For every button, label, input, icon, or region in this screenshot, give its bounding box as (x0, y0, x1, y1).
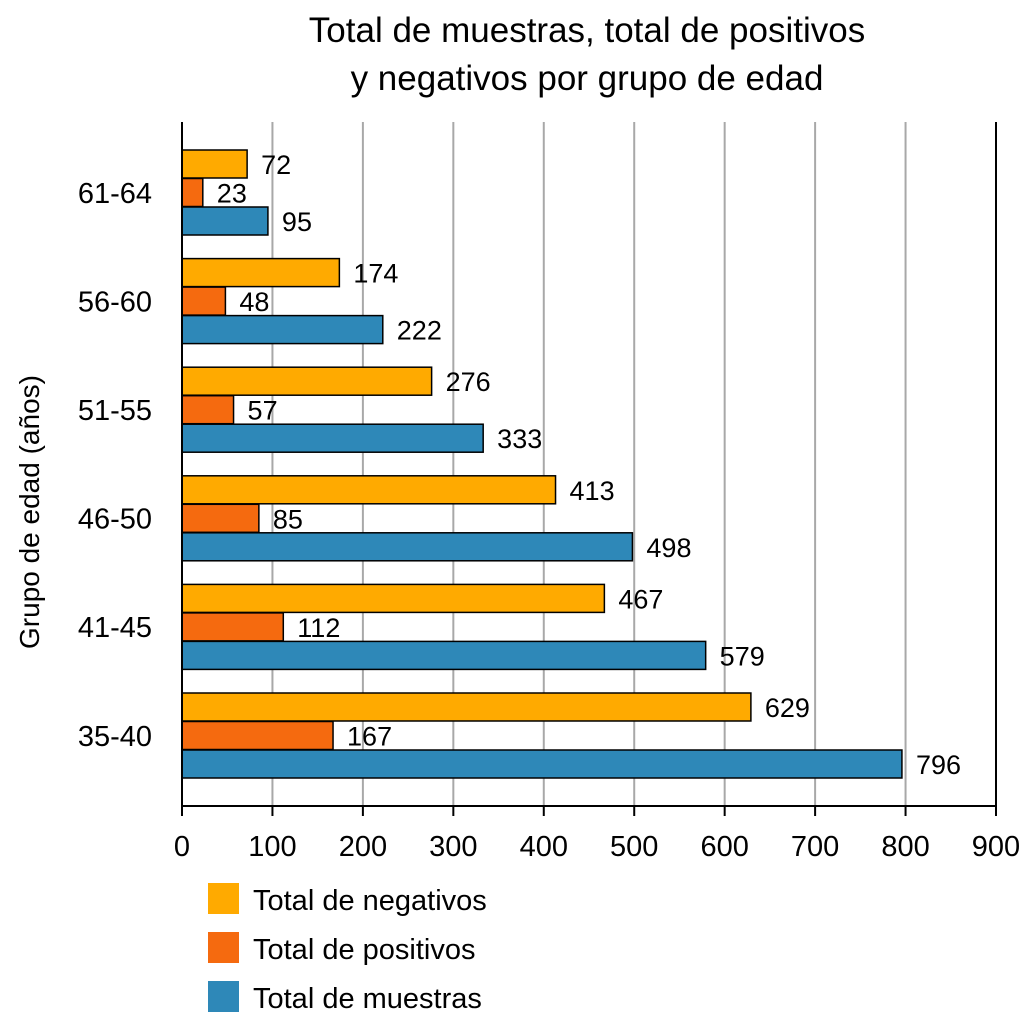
x-tick-label-300: 300 (429, 831, 477, 863)
x-tick-label-600: 600 (700, 831, 748, 863)
chart-title-line-2: y negativos por grupo de edad (351, 59, 824, 98)
x-tick-label-700: 700 (791, 831, 839, 863)
bar-61-64-total-de-negativos (181, 149, 248, 179)
legend-swatch-total-de-negativos (208, 883, 239, 914)
value-label-56-60-total-de-muestras: 222 (397, 316, 442, 346)
bar-61-64-total-de-muestras (181, 206, 269, 236)
value-label-56-60-total-de-negativos: 174 (353, 259, 398, 289)
bar-56-60-total-de-positivos (181, 286, 227, 316)
bar-51-55-total-de-negativos (181, 366, 433, 396)
value-label-35-40-total-de-muestras: 796 (916, 750, 961, 780)
x-tick-label-800: 800 (881, 831, 929, 863)
bar-41-45-total-de-muestras (181, 640, 707, 671)
category-label-56-60: 56-60 (78, 286, 152, 318)
category-label-51-55: 51-55 (78, 395, 152, 427)
value-label-51-55-total-de-muestras: 333 (497, 424, 542, 454)
value-label-56-60-total-de-positivos: 48 (239, 287, 269, 317)
value-label-61-64-total-de-negativos: 72 (261, 150, 291, 180)
bar-35-40-total-de-muestras (181, 749, 903, 779)
legend: Total de negativos Total de positivos Tota… (208, 883, 487, 1015)
axes: 61-64 56-60 51-55 46-50 41-45 35-40 0 100 200 300… (78, 122, 1020, 863)
legend-label-total-de-muestras: Total de muestras (253, 983, 482, 1015)
category-label-61-64: 61-64 (78, 178, 152, 210)
bar-56-60-total-de-negativos (181, 257, 341, 288)
x-tick-label-500: 500 (610, 831, 658, 863)
value-label-61-64-total-de-positivos: 23 (217, 179, 247, 209)
legend-label-total-de-positivos: Total de positivos (253, 934, 475, 966)
bar-46-50-total-de-positivos (181, 503, 260, 534)
x-tick-label-100: 100 (248, 831, 296, 863)
value-label-35-40-total-de-negativos: 629 (765, 693, 810, 723)
value-label-46-50-total-de-negativos: 413 (570, 476, 615, 506)
bar-51-55-total-de-positivos (181, 394, 235, 425)
bar-61-64-total-de-positivos (181, 177, 204, 208)
value-label-51-55-total-de-negativos: 276 (446, 367, 491, 397)
x-tick-label-900: 900 (972, 831, 1020, 863)
chart-title-line-1: Total de muestras, total de positivos (309, 11, 865, 50)
bar-41-45-total-de-positivos (181, 612, 285, 642)
value-label-41-45-total-de-muestras: 579 (720, 641, 765, 671)
bar-51-55-total-de-muestras (181, 423, 484, 453)
value-label-51-55-total-de-positivos: 57 (248, 396, 278, 426)
bar-35-40-total-de-positivos (181, 720, 334, 751)
legend-swatch-total-de-positivos (208, 932, 239, 963)
y-axis-label: Grupo de edad (años) (14, 375, 45, 649)
x-tick-label-0: 0 (174, 831, 190, 863)
grid-lines (271, 122, 997, 806)
bar-46-50-total-de-negativos (181, 475, 557, 505)
value-label-41-45-total-de-positivos: 112 (297, 613, 340, 643)
bar-41-45-total-de-negativos (181, 583, 606, 614)
value-label-35-40-total-de-positivos: 167 (347, 722, 392, 752)
value-label-41-45-total-de-negativos: 467 (618, 584, 663, 614)
value-label-46-50-total-de-muestras: 498 (646, 533, 691, 563)
value-label-61-64-total-de-muestras: 95 (282, 207, 312, 237)
legend-swatch-total-de-muestras (208, 981, 239, 1012)
category-label-35-40: 35-40 (78, 721, 152, 753)
x-tick-label-400: 400 (520, 831, 568, 863)
x-tick-label-200: 200 (339, 831, 387, 863)
legend-label-total-de-negativos: Total de negativos (253, 885, 487, 917)
value-label-46-50-total-de-positivos: 85 (273, 504, 303, 534)
bar-46-50-total-de-muestras (181, 532, 634, 562)
category-label-46-50: 46-50 (78, 504, 152, 536)
bar-56-60-total-de-muestras (181, 314, 384, 345)
category-label-41-45: 41-45 (78, 612, 152, 644)
bar-35-40-total-de-negativos (181, 692, 752, 722)
